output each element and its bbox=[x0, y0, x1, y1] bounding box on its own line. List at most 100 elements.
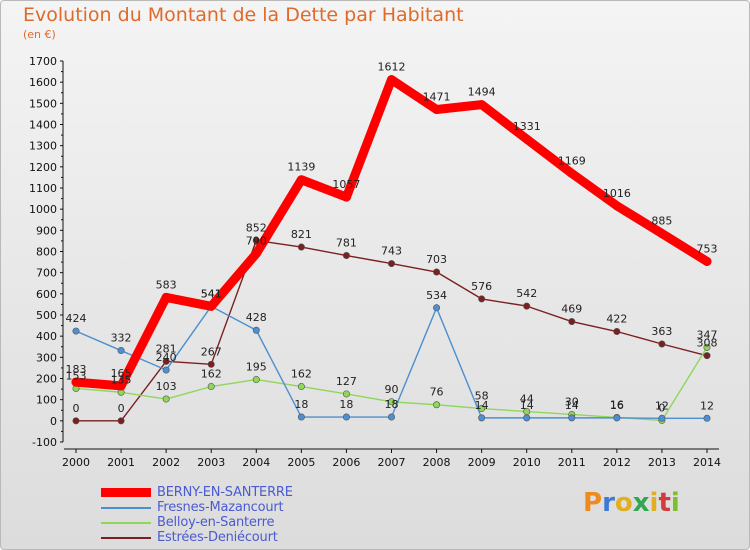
y-tick-label: 1700 bbox=[29, 55, 57, 68]
data-point bbox=[613, 328, 621, 336]
data-point bbox=[478, 295, 486, 303]
data-label: 162 bbox=[201, 368, 222, 381]
data-label: 14 bbox=[565, 399, 579, 412]
logo-letter: r bbox=[602, 488, 615, 518]
data-label: 183 bbox=[66, 363, 87, 376]
data-point bbox=[252, 326, 260, 334]
data-point bbox=[117, 347, 125, 355]
data-point bbox=[72, 417, 80, 425]
data-label: 195 bbox=[246, 361, 267, 374]
data-point bbox=[387, 413, 395, 421]
y-tick-label: 600 bbox=[36, 288, 57, 301]
data-label: 14 bbox=[475, 399, 489, 412]
data-point bbox=[297, 383, 305, 391]
data-label: 753 bbox=[697, 242, 718, 255]
data-point bbox=[207, 360, 215, 368]
data-label: 153 bbox=[66, 369, 87, 382]
data-point bbox=[162, 395, 170, 403]
legend-swatch bbox=[101, 536, 151, 539]
data-point bbox=[567, 168, 577, 178]
data-label: 583 bbox=[156, 278, 177, 291]
legend-label: Fresnes-Mazancourt bbox=[157, 500, 284, 515]
data-label: 16 bbox=[610, 399, 624, 412]
data-point bbox=[568, 318, 576, 326]
data-point bbox=[477, 100, 487, 110]
data-point bbox=[433, 304, 441, 312]
data-point bbox=[658, 340, 666, 348]
data-point bbox=[296, 175, 306, 185]
legend-swatch bbox=[101, 506, 151, 509]
data-label: 1139 bbox=[287, 161, 315, 174]
y-tick-label: 900 bbox=[36, 224, 57, 237]
data-label: 76 bbox=[430, 386, 444, 399]
data-label: 363 bbox=[651, 325, 672, 338]
data-point bbox=[251, 249, 261, 259]
data-label: 44 bbox=[520, 393, 534, 406]
data-label: 90 bbox=[385, 383, 399, 396]
legend-item: Estrées-Deniécourt bbox=[101, 530, 293, 545]
data-label: 852 bbox=[246, 221, 267, 234]
data-label: 885 bbox=[651, 215, 672, 228]
data-point bbox=[117, 417, 125, 425]
x-tick-label: 2004 bbox=[242, 456, 270, 469]
data-label: 542 bbox=[516, 287, 537, 300]
data-point bbox=[432, 104, 442, 114]
legend-label: Estrées-Deniécourt bbox=[157, 530, 278, 545]
data-label: 103 bbox=[156, 380, 177, 393]
data-label: 127 bbox=[336, 375, 357, 388]
data-label: 1169 bbox=[558, 154, 586, 167]
data-label: 541 bbox=[201, 287, 222, 300]
data-point bbox=[341, 192, 351, 202]
data-label: 30 bbox=[565, 395, 579, 408]
data-label: 541 bbox=[201, 287, 222, 300]
y-tick-label: 1600 bbox=[29, 76, 57, 89]
data-point bbox=[433, 401, 441, 409]
legend-label: BERNY-EN-SANTERRE bbox=[157, 485, 293, 500]
data-point bbox=[252, 376, 260, 384]
series-line-0 bbox=[71, 75, 712, 391]
data-label: 1331 bbox=[513, 120, 541, 133]
logo-letter: i bbox=[670, 488, 680, 518]
data-point bbox=[387, 75, 396, 85]
x-tick-label: 2009 bbox=[468, 456, 496, 469]
data-label: 18 bbox=[294, 398, 308, 411]
data-label: 162 bbox=[291, 368, 312, 381]
data-label: 790 bbox=[246, 235, 267, 248]
x-tick-label: 2002 bbox=[152, 456, 180, 469]
data-point bbox=[703, 352, 711, 360]
data-label: 0 bbox=[73, 402, 80, 415]
data-point bbox=[342, 413, 350, 421]
data-point bbox=[297, 413, 305, 421]
x-tick-label: 2003 bbox=[197, 456, 225, 469]
x-tick-label: 2013 bbox=[648, 456, 676, 469]
data-point bbox=[568, 414, 576, 422]
data-point bbox=[207, 383, 215, 391]
data-label: 18 bbox=[385, 398, 399, 411]
y-tick-label: 200 bbox=[36, 373, 57, 386]
data-label: 165 bbox=[111, 367, 132, 380]
data-label: 469 bbox=[561, 303, 582, 316]
chart-title: Evolution du Montant de la Dette par Hab… bbox=[23, 4, 464, 26]
data-label: 1612 bbox=[378, 61, 406, 74]
data-label: 12 bbox=[655, 399, 669, 412]
data-label: 14 bbox=[520, 399, 534, 412]
data-point bbox=[612, 201, 622, 211]
y-tick-label: 800 bbox=[36, 246, 57, 259]
data-label: 781 bbox=[336, 237, 357, 250]
data-label: 1057 bbox=[332, 178, 360, 191]
y-tick-label: -100 bbox=[32, 436, 57, 449]
x-tick-label: 2005 bbox=[287, 456, 315, 469]
legend-label: Belloy-en-Santerre bbox=[157, 515, 275, 530]
data-point bbox=[657, 229, 667, 239]
data-point bbox=[297, 243, 305, 251]
data-point bbox=[342, 390, 350, 398]
data-point bbox=[72, 327, 80, 335]
data-point bbox=[523, 414, 531, 422]
y-tick-label: 1500 bbox=[29, 97, 57, 110]
data-point bbox=[342, 252, 350, 260]
data-label: 428 bbox=[246, 311, 267, 324]
legend: BERNY-EN-SANTERRE Fresnes-Mazancourt Bello… bbox=[101, 485, 293, 545]
data-point bbox=[162, 366, 170, 374]
data-point bbox=[703, 343, 711, 351]
